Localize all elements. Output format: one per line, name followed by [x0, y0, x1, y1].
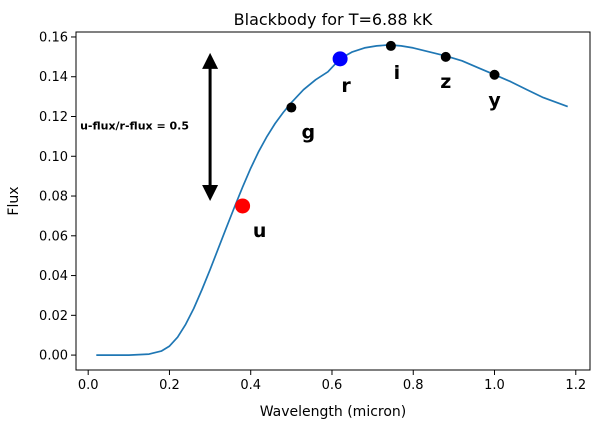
band-label-u: u: [253, 220, 267, 242]
band-label-r: r: [341, 75, 351, 97]
y-tick-label: 0.02: [39, 309, 68, 324]
y-tick-label: 0.06: [39, 229, 68, 244]
chart-title: Blackbody for T=6.88 kK: [234, 10, 433, 29]
band-point-g: [286, 102, 297, 113]
y-tick-label: 0.04: [39, 269, 68, 284]
x-tick-label: 1.2: [565, 378, 586, 393]
band-label-g: g: [302, 122, 316, 144]
x-tick-label: 1.0: [484, 378, 505, 393]
plot-area: u-flux/r-flux = 0.5 u g r i z y: [80, 40, 568, 356]
y-tick-label: 0.00: [39, 349, 68, 364]
plot-frame: [75, 31, 591, 371]
y-axis-label: Flux: [6, 186, 22, 215]
band-point-z: [440, 51, 451, 62]
band-point-i: [385, 40, 396, 51]
ratio-arrow-up-head: [202, 52, 219, 69]
y-tick-label: 0.08: [39, 190, 68, 205]
x-tick-label: 0.0: [78, 378, 99, 393]
x-tick-label: 0.8: [403, 378, 424, 393]
x-axis-label: Wavelength (micron): [260, 404, 407, 420]
ratio-annotation: u-flux/r-flux = 0.5: [80, 119, 189, 132]
band-label-i: i: [394, 62, 401, 84]
y-tick-label: 0.10: [39, 150, 68, 165]
band-label-z: z: [440, 71, 451, 93]
band-point-r: [332, 51, 348, 67]
x-tick-label: 0.4: [240, 378, 261, 393]
x-tick-label: 0.2: [159, 378, 180, 393]
band-point-u: [235, 198, 251, 214]
y-tick-label: 0.14: [39, 70, 68, 85]
ratio-arrow-down-head: [202, 185, 219, 201]
y-tick-label: 0.12: [39, 110, 68, 125]
axis-ticks: 0.0 0.2 0.4 0.6 0.8 1.0 1.2 0.00 0.02 0.04 0.06 0.0…: [39, 30, 586, 393]
band-label-y: y: [488, 90, 501, 112]
y-tick-label: 0.16: [39, 30, 68, 45]
band-point-y: [489, 69, 500, 80]
x-tick-label: 0.6: [322, 378, 343, 393]
